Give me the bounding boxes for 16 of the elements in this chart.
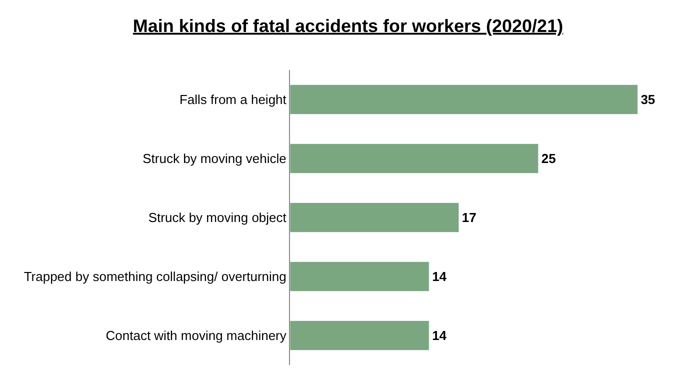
bar xyxy=(290,262,430,292)
data-label: 25 xyxy=(541,151,556,166)
y-tick-label: Contact with moving machinery xyxy=(106,328,287,344)
y-tick-label: Falls from a height xyxy=(179,92,287,108)
y-tick-label: Trapped by something collapsing/ overturning xyxy=(24,269,286,284)
y-tick-label: Struck by moving object xyxy=(148,210,287,226)
data-label: 35 xyxy=(640,92,656,107)
data-label: 14 xyxy=(432,269,448,284)
bar xyxy=(290,320,430,350)
bar xyxy=(290,84,638,114)
chart-title: Main kinds of fatal accidents for workers (2020/21) xyxy=(132,16,564,36)
bar xyxy=(290,202,460,232)
data-label: 14 xyxy=(432,328,448,343)
bar xyxy=(290,144,539,174)
data-label: 17 xyxy=(462,210,476,225)
y-tick-label: Struck by moving vehicle xyxy=(142,151,286,166)
